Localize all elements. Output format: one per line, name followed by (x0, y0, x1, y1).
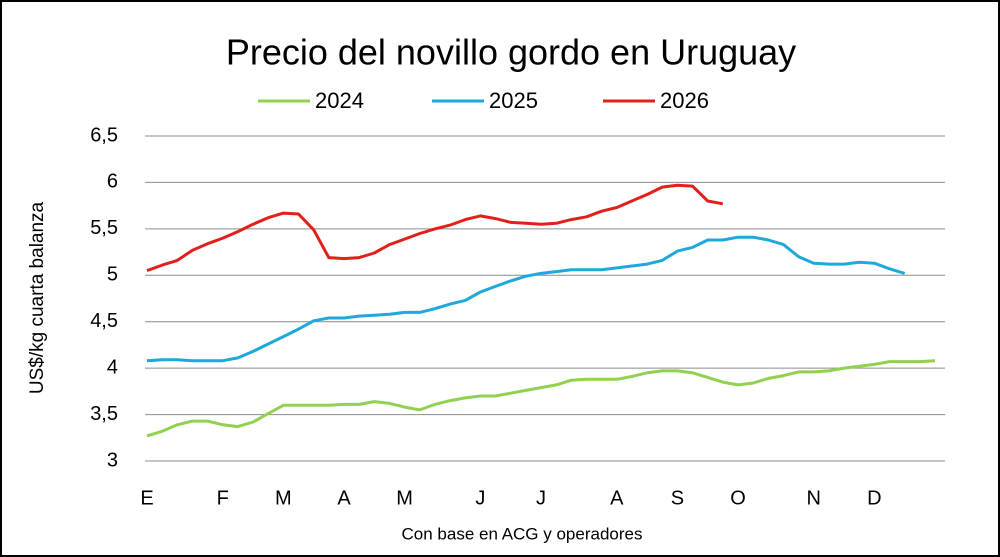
legend-label: 2026 (660, 88, 709, 113)
series-line (146, 183, 724, 273)
y-tick-label: 3,5 (90, 403, 118, 425)
x-tick-label: F (217, 487, 229, 509)
y-tick-label: 4 (107, 356, 118, 378)
y-tick-label: 5,5 (90, 217, 118, 239)
x-tick-label: D (867, 487, 881, 509)
x-tick-label: O (730, 487, 746, 509)
x-tick-label: M (275, 487, 292, 509)
y-tick-label: 6,5 (90, 124, 118, 146)
x-tick-label: M (396, 487, 413, 509)
x-tick-label: J (475, 487, 485, 509)
series-line (146, 359, 936, 438)
legend-label: 2025 (489, 88, 538, 113)
x-tick-label: A (610, 487, 624, 509)
x-tick-label: S (671, 487, 684, 509)
x-tick-label: N (807, 487, 821, 509)
x-axis-label: Con base en ACG y operadores (402, 524, 643, 543)
x-tick-label: A (337, 487, 351, 509)
series-line (146, 235, 906, 363)
chart-title: Precio del novillo gordo en Uruguay (226, 32, 796, 73)
x-tick-label: E (140, 487, 153, 509)
y-tick-label: 5 (107, 264, 118, 286)
y-tick-label: 3 (107, 449, 118, 471)
y-axis-label: US$/kg cuarta balanza (27, 201, 48, 394)
y-tick-label: 4,5 (90, 310, 118, 332)
legend-label: 2024 (315, 88, 364, 113)
x-tick-label: J (536, 487, 546, 509)
y-tick-label: 6 (107, 171, 118, 193)
